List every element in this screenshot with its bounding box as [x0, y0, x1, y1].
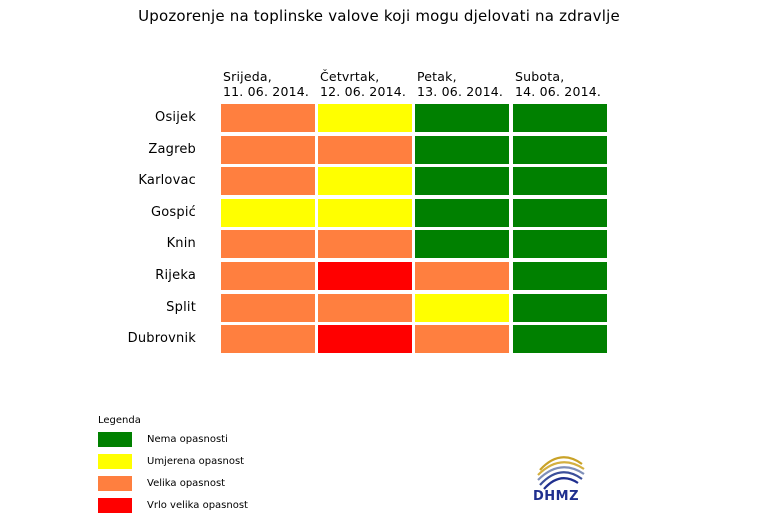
- heatmap-cell: [415, 293, 509, 322]
- heatmap-cell: [513, 104, 607, 132]
- heatmap-cell: [513, 198, 607, 227]
- heatmap-cell: [415, 104, 509, 132]
- heatmap-cell: [415, 167, 509, 196]
- heatmap-cell: [318, 230, 412, 259]
- heatmap-cell: [318, 135, 412, 164]
- column-day: Srijeda,: [223, 69, 272, 84]
- heatmap-cell: [221, 104, 315, 132]
- heatmap-cell: [221, 262, 315, 290]
- column-header: Subota, 14. 06. 2014.: [515, 69, 611, 99]
- legend-swatch: [98, 454, 132, 469]
- heatmap-cell: [415, 135, 509, 164]
- heatmap-cell: [513, 325, 607, 354]
- legend-title: Legenda: [98, 415, 141, 426]
- legend-swatch: [98, 498, 132, 513]
- column-date: 11. 06. 2014.: [223, 84, 310, 99]
- legend-label: Vrlo velika opasnost: [147, 500, 248, 511]
- row-label: Split: [166, 299, 196, 315]
- row-label: Knin: [166, 236, 196, 252]
- row-label: Dubrovnik: [127, 331, 196, 347]
- heatmap-cell: [221, 135, 315, 164]
- chart-title: Upozorenje na toplinske valove koji mogu…: [138, 7, 620, 25]
- heatmap-cell: [221, 198, 315, 227]
- heatmap-cell: [318, 293, 412, 322]
- heatmap-cell: [318, 198, 412, 227]
- row-label: Karlovac: [138, 173, 196, 189]
- heatmap-cell: [318, 325, 412, 354]
- heatmap-cell: [513, 135, 607, 164]
- row-label: Gospić: [150, 204, 196, 220]
- heatmap-cell: [415, 198, 509, 227]
- heatmap-cell: [221, 293, 315, 322]
- legend-label: Nema opasnosti: [147, 434, 228, 445]
- heatmap-cell: [513, 293, 607, 322]
- column-day: Subota,: [515, 69, 565, 84]
- row-label: Zagreb: [148, 141, 196, 157]
- column-date: 12. 06. 2014.: [320, 84, 407, 99]
- heatmap-cell: [513, 230, 607, 259]
- legend-swatch: [98, 476, 132, 491]
- heatmap-cell: [318, 104, 412, 132]
- heatmap-cell: [318, 167, 412, 196]
- row-label: Osijek: [155, 110, 196, 125]
- legend-label: Umjerena opasnost: [147, 456, 245, 467]
- heatmap-cell: [513, 167, 607, 196]
- row-label: Rijeka: [155, 268, 196, 283]
- legend-swatch: [98, 432, 132, 447]
- column-header: Četvrtak, 12. 06. 2014.: [320, 69, 416, 99]
- column-header: Petak, 13. 06. 2014.: [417, 69, 513, 99]
- column-day: Četvrtak,: [320, 69, 380, 84]
- column-day: Petak,: [417, 69, 457, 84]
- dhmz-logo-icon: [537, 456, 585, 490]
- heatmap-cell: [415, 262, 509, 290]
- heatmap-cell: [221, 167, 315, 196]
- column-date: 13. 06. 2014.: [417, 84, 504, 99]
- legend-label: Velika opasnost: [147, 478, 226, 489]
- heatmap-cell: [318, 262, 412, 290]
- column-header: Srijeda, 11. 06. 2014.: [223, 69, 319, 99]
- heatmap-cell: [221, 325, 315, 354]
- column-date: 14. 06. 2014.: [515, 84, 602, 99]
- heatmap-cell: [513, 262, 607, 290]
- dhmz-logo-text: DHMZ: [533, 489, 580, 504]
- heatmap-cell: [415, 230, 509, 259]
- heatmap-cell: [415, 325, 509, 354]
- heatmap-cell: [221, 230, 315, 259]
